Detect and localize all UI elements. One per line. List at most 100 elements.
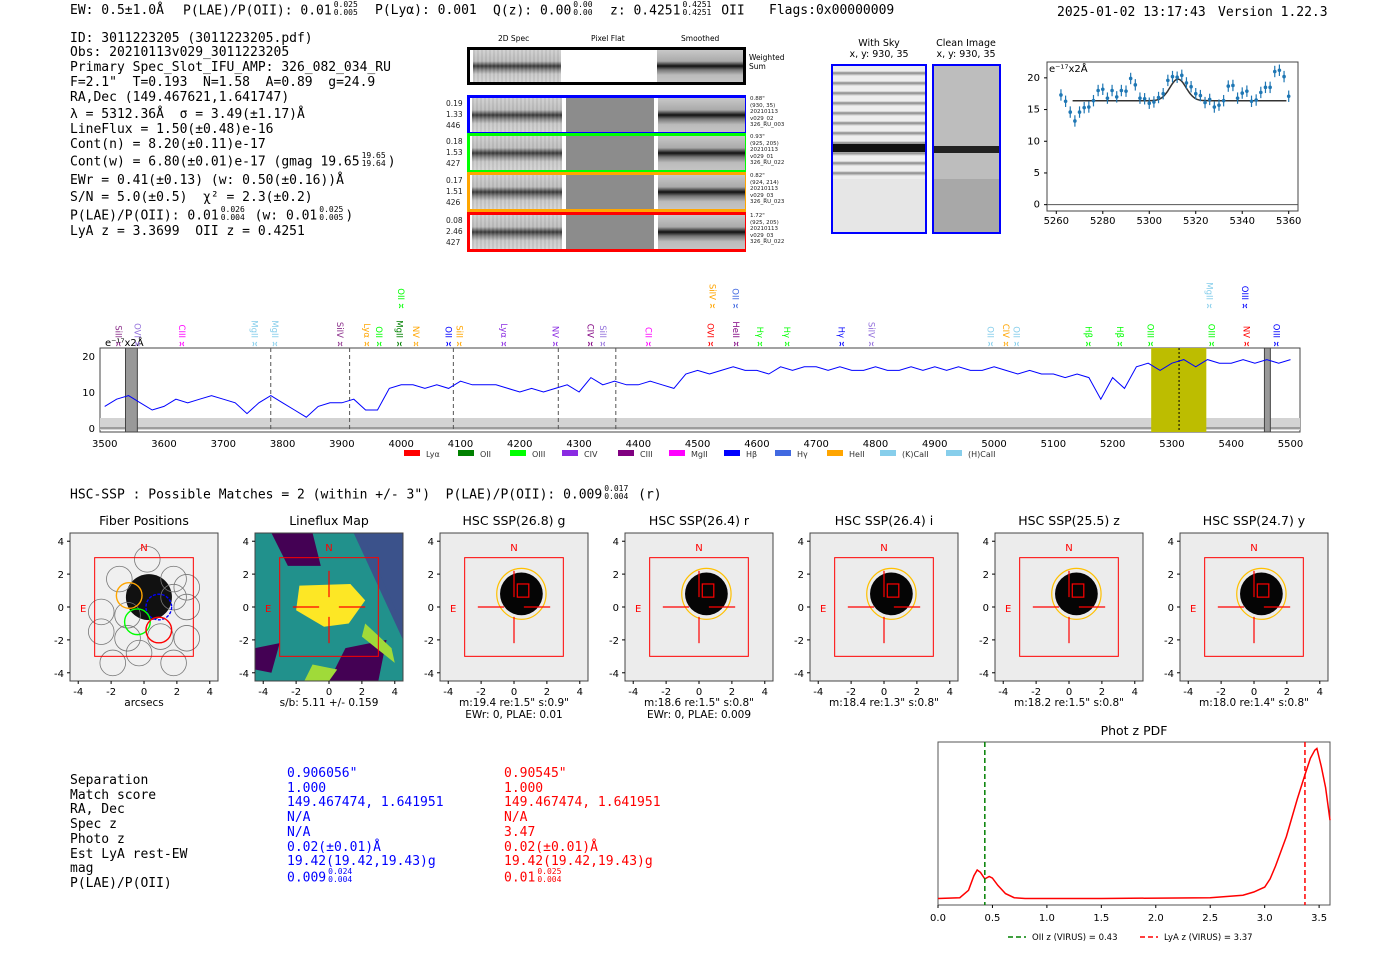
fiber-info-line: v029_02 — [750, 115, 774, 122]
fiber-info-line: 20210113 — [750, 147, 778, 154]
data-point — [1193, 87, 1198, 100]
line-label: MgII — [269, 320, 279, 338]
y-tick-label: 0 — [613, 603, 619, 614]
line-label: CIV — [584, 324, 594, 338]
y-tick-label: 0 — [89, 424, 95, 435]
north-label: N — [695, 543, 702, 554]
east-label: E — [450, 604, 456, 615]
data-point — [1124, 85, 1128, 97]
fiber-info-line: v029_03 — [750, 232, 774, 239]
2dspec-image — [472, 175, 562, 209]
header-z-line: OII — [721, 3, 745, 19]
x-tick-label: 4 — [1132, 687, 1138, 698]
north-label: N — [1250, 543, 1257, 554]
x-tick-label: 3700 — [211, 439, 236, 450]
y-tick-label: 4 — [1168, 537, 1174, 548]
line-label: OVI — [131, 323, 141, 338]
y-tick-label: -4 — [979, 669, 989, 680]
panel-caption-2: EWr: 0, PLAE: 0.009 — [646, 709, 752, 721]
line-marker-icon — [710, 303, 715, 309]
line-label: SiIV — [865, 322, 875, 338]
info-contw: Cont(w) = 6.80(±0.01)e-17 (gmag 19.65 19.… — [70, 152, 396, 170]
y-tick-label: 0 — [428, 603, 434, 614]
x-tick-label: 2.0 — [1148, 913, 1164, 924]
line-label: Hβ — [1082, 326, 1092, 338]
weighted-pixelflat-image — [561, 50, 657, 82]
match-value: 0.02(±0.01)Å — [287, 840, 444, 856]
fiber-stat-value: 1.33 — [446, 110, 463, 119]
fiber-info-line: (924, 214) — [750, 179, 779, 186]
y-tick-label: 10 — [1027, 136, 1040, 147]
match-value-text: N/A — [504, 810, 528, 826]
x-tick-label: 3900 — [329, 439, 354, 450]
line-marker-icon — [587, 341, 593, 347]
x-tick-label: -4 — [813, 687, 823, 698]
x-tick-label: 5500 — [1278, 439, 1303, 450]
x-tick-label: 0.5 — [984, 913, 1000, 924]
match-field-label: Photo z — [70, 831, 125, 847]
data-point — [1063, 95, 1068, 108]
x-tick-label: 4800 — [863, 439, 888, 450]
legend-label: (K)CaII — [902, 450, 929, 459]
north-label: N — [325, 543, 332, 554]
data-point — [1282, 70, 1286, 83]
line-marker-icon — [1117, 341, 1123, 347]
line-fit-chart: 5260 5280 5300 5320 5340 5360 0 5 10 15 20 e⁻¹⁷x2Å — [1027, 61, 1301, 227]
info-z: LyA z = 3.3699 OII z = 0.4251 — [70, 224, 305, 239]
fiber-info: 1.72" (925, 205) 20210113 v029_03 326_RU_022 — [750, 213, 784, 246]
x-tick-label: 4900 — [922, 439, 947, 450]
pdf-curve — [937, 747, 1331, 900]
x-tick-label: 4700 — [803, 439, 828, 450]
frac-hi: 0.026 — [220, 205, 245, 214]
fiber-info-line: (925, 205) — [750, 219, 779, 226]
x-tick-label: 3600 — [151, 439, 176, 450]
match-value: 0.906056" — [287, 766, 444, 782]
x-tick-label: -4 — [1183, 687, 1193, 698]
fiber-stat-value: 0.17 — [446, 176, 463, 185]
x-tick-label: 4200 — [507, 439, 532, 450]
frac-hi: 0.017 — [604, 484, 629, 493]
data-point — [1138, 92, 1142, 104]
clean-image-coords: x, y: 930, 35 — [936, 49, 996, 60]
east-label: E — [80, 604, 86, 615]
source-blob — [870, 572, 913, 616]
frac-lo: 0.004 — [220, 213, 245, 222]
source-blob — [685, 572, 728, 616]
x-tick-label: -4 — [258, 687, 268, 698]
x-tick-label: 3500 — [92, 439, 117, 450]
header-plae: P(LAE)/P(OII): 0.01 0.025 0.005 — [183, 1, 360, 19]
match-value-text: 1.000 — [287, 780, 327, 796]
fiber-circle — [134, 546, 161, 573]
line-marker-icon — [413, 341, 419, 347]
line-label: Lyα — [498, 323, 508, 338]
y-tick-label: 4 — [983, 537, 989, 548]
line-label: SiIV — [334, 322, 344, 338]
y-tick-label: 20 — [82, 352, 95, 363]
match-value: 0.90545" — [504, 766, 661, 782]
data-point — [1082, 101, 1086, 114]
data-point — [1235, 92, 1240, 104]
fiber-2d-spectrum-row — [467, 212, 746, 252]
cutout-band: N E -4 -4 -2 -2 0 0 2 2 4 4 — [424, 532, 589, 698]
fiber-info-line: v029_01 — [750, 153, 774, 160]
east-label: E — [635, 604, 641, 615]
fiber-circle — [160, 649, 187, 677]
x-tick-label: 2 — [359, 687, 365, 698]
x-tick-label: 5300 — [1137, 216, 1162, 227]
fiber-info-line: 0.88" — [750, 96, 765, 102]
data-point — [1240, 87, 1245, 99]
y-tick-label: -4 — [794, 669, 804, 680]
line-marker-icon — [501, 341, 507, 347]
cutout-band: N E -4 -4 -2 -2 0 0 2 2 4 4 — [1164, 532, 1329, 698]
x-tick-label: 4 — [577, 687, 583, 698]
data-point — [1207, 93, 1212, 106]
fiber-info-line: 20210113 — [750, 226, 778, 233]
legend-label: Lyα — [426, 450, 440, 459]
north-label: N — [510, 543, 517, 554]
line-label: OIII — [1145, 324, 1155, 338]
smoothed-image — [658, 175, 745, 209]
y-tick-label: 2 — [613, 570, 619, 581]
2dspec-image — [472, 215, 562, 249]
fiber-stat-value: 426 — [446, 198, 461, 207]
fiber-stat-value: 446 — [446, 121, 461, 130]
